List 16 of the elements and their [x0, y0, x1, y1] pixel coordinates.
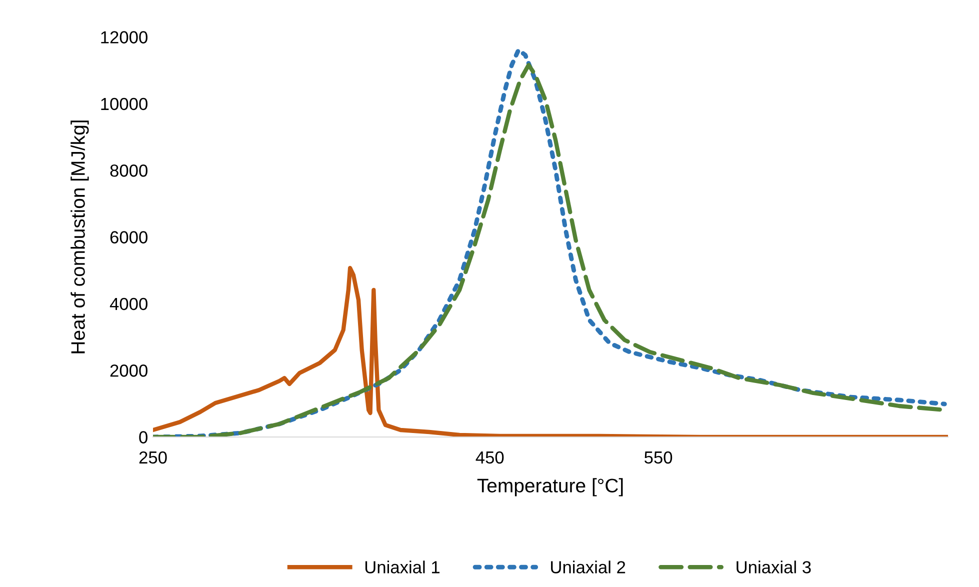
y-tick-label: 2000: [110, 364, 148, 377]
y-tick-label: 10000: [101, 98, 148, 110]
y-axis-title: Heat of combustion [MJ/kg]: [70, 120, 89, 354]
legend-label: Uniaxial 1: [365, 560, 440, 574]
y-tick-label: 4000: [110, 298, 148, 310]
x-axis-title: Temperature [°C]: [477, 478, 623, 496]
legend-label: Uniaxial 2: [551, 560, 626, 574]
y-tick-label: 0: [139, 431, 148, 444]
y-tick-label: 6000: [110, 231, 148, 244]
y-tick-label: 8000: [110, 164, 148, 177]
line-series: [153, 266, 948, 437]
y-tick-label: 12000: [101, 31, 148, 44]
x-tick-label: 250: [139, 451, 167, 464]
x-tick-label: 550: [644, 451, 672, 464]
legend-label: Uniaxial 3: [736, 560, 811, 574]
x-tick-label: 450: [476, 451, 504, 464]
